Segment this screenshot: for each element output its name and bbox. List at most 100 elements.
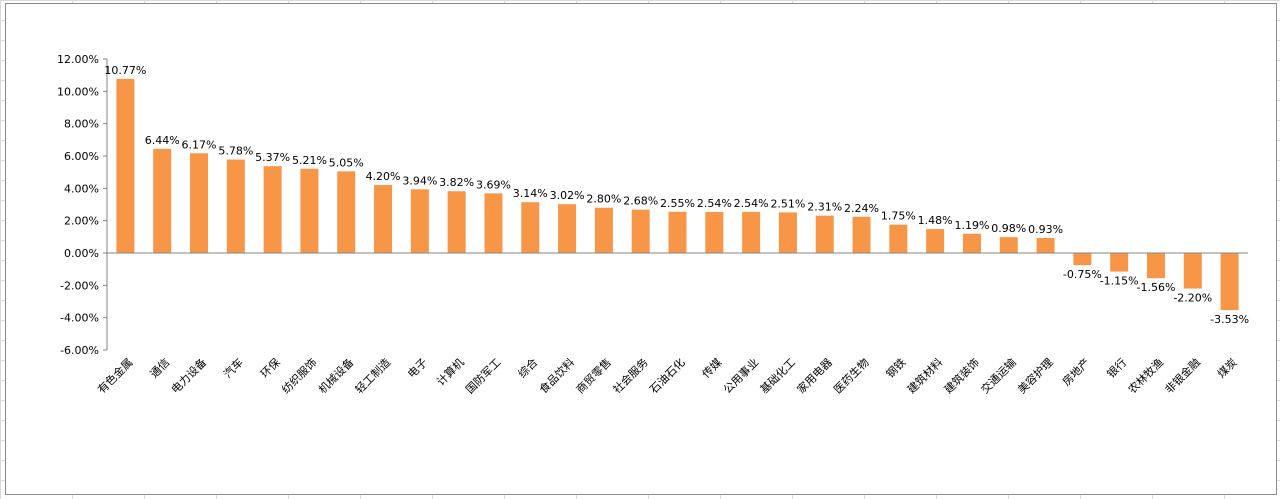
data-label: -1.15% [1100,275,1139,288]
data-label: 5.78% [218,145,253,158]
bar [521,202,540,253]
data-label: -0.75% [1063,268,1102,281]
data-label: 5.37% [255,151,290,164]
y-tick-label: 12.00% [57,53,99,66]
y-tick-label: 2.00% [64,215,99,228]
bar [300,168,319,253]
y-tick-label: 4.00% [64,182,99,195]
category-label: 电力设备 [168,355,209,396]
data-label: 3.82% [439,176,474,189]
data-label: 3.14% [513,187,548,200]
data-label: 2.24% [844,202,879,215]
data-label: 3.94% [402,174,437,187]
bar [962,233,981,253]
bar [668,211,687,253]
data-label: 2.54% [697,197,732,210]
category-label: 美容护理 [1015,355,1056,396]
category-label: 纺织服饰 [279,355,320,396]
category-label: 计算机 [434,355,467,388]
bar [1110,253,1129,272]
category-label: 农林牧渔 [1125,355,1166,396]
data-label: -2.20% [1173,292,1212,305]
bar [410,189,429,253]
bar [337,171,356,253]
bar [1073,253,1092,266]
category-label: 煤炭 [1215,356,1240,381]
category-label: 综合 [515,355,540,380]
data-label: 1.48% [918,214,953,227]
category-label: 建筑装饰 [941,355,982,396]
category-label: 房地产 [1059,355,1092,388]
bar [999,237,1018,253]
bar [631,209,650,253]
category-label: 医药生物 [831,355,872,396]
bar [594,207,613,253]
data-label: 2.55% [660,197,695,210]
data-label: 6.44% [145,134,180,147]
data-label: 2.54% [734,197,769,210]
bar [374,185,393,253]
category-label: 钢铁 [884,356,909,381]
y-tick-label: 0.00% [64,247,99,260]
y-tick-label: -2.00% [60,279,99,292]
y-tick-label: 8.00% [64,118,99,131]
data-label: -1.56% [1137,281,1176,294]
data-label: 4.20% [366,170,401,183]
bar [926,229,945,253]
bar [1146,253,1165,279]
data-label: 5.05% [329,156,364,169]
bar-chart: 12.00% 10.00% 8.00% 6.00% 4.00% 2.00% 0.00% -2.… [57,53,1249,396]
category-label: 基础化工 [757,355,798,396]
bar [190,153,209,253]
bar [778,212,797,253]
bar [815,215,834,253]
bar [226,159,245,253]
data-label: 5.21% [292,154,327,167]
chart-area[interactable]: 12.00% 10.00% 8.00% 6.00% 4.00% 2.00% 0.00% -2.… [5,3,1277,495]
data-label: 2.68% [623,195,658,208]
category-label: 非银金融 [1162,355,1203,396]
data-label: 2.80% [586,193,621,206]
data-label: 1.75% [881,210,916,223]
category-label: 汽车 [220,355,245,380]
category-label: 公用事业 [721,356,761,396]
category-label: 家用电器 [794,355,835,396]
y-tick-label: 6.00% [64,150,99,163]
bar [852,216,871,253]
category-label: 国防军工 [463,355,504,396]
bar [558,204,577,253]
bar [1220,253,1239,311]
data-label: 0.93% [1028,223,1063,236]
bar [484,193,503,253]
bar [447,191,466,253]
y-tick-label: -6.00% [60,344,99,357]
category-label: 有色金属 [95,355,136,396]
category-label: 食品饮料 [536,355,577,396]
category-label: 传媒 [700,356,725,381]
data-label: 10.77% [104,64,146,77]
category-label: 社会服务 [610,355,651,396]
bar [153,148,172,253]
data-label: 1.19% [954,219,989,232]
data-label: 3.69% [476,178,511,191]
bar [705,211,724,253]
bar [263,166,282,253]
y-tick-label: 10.00% [57,85,99,98]
bar [116,78,135,253]
bar [742,211,761,253]
data-label: 0.98% [991,222,1026,235]
bar [889,224,908,253]
category-label: 商贸零售 [573,355,614,396]
category-label: 建筑材料 [904,355,945,396]
category-label: 环保 [257,355,282,380]
data-label: -3.53% [1210,313,1249,326]
bar [1036,237,1055,253]
category-label: 交通运输 [978,355,1019,396]
data-label: 2.31% [807,201,842,214]
data-label: 2.51% [770,197,805,210]
bar [1183,253,1202,289]
data-label: 6.17% [182,138,217,151]
category-label: 机械设备 [315,355,356,396]
category-label: 石油石化 [647,355,688,396]
